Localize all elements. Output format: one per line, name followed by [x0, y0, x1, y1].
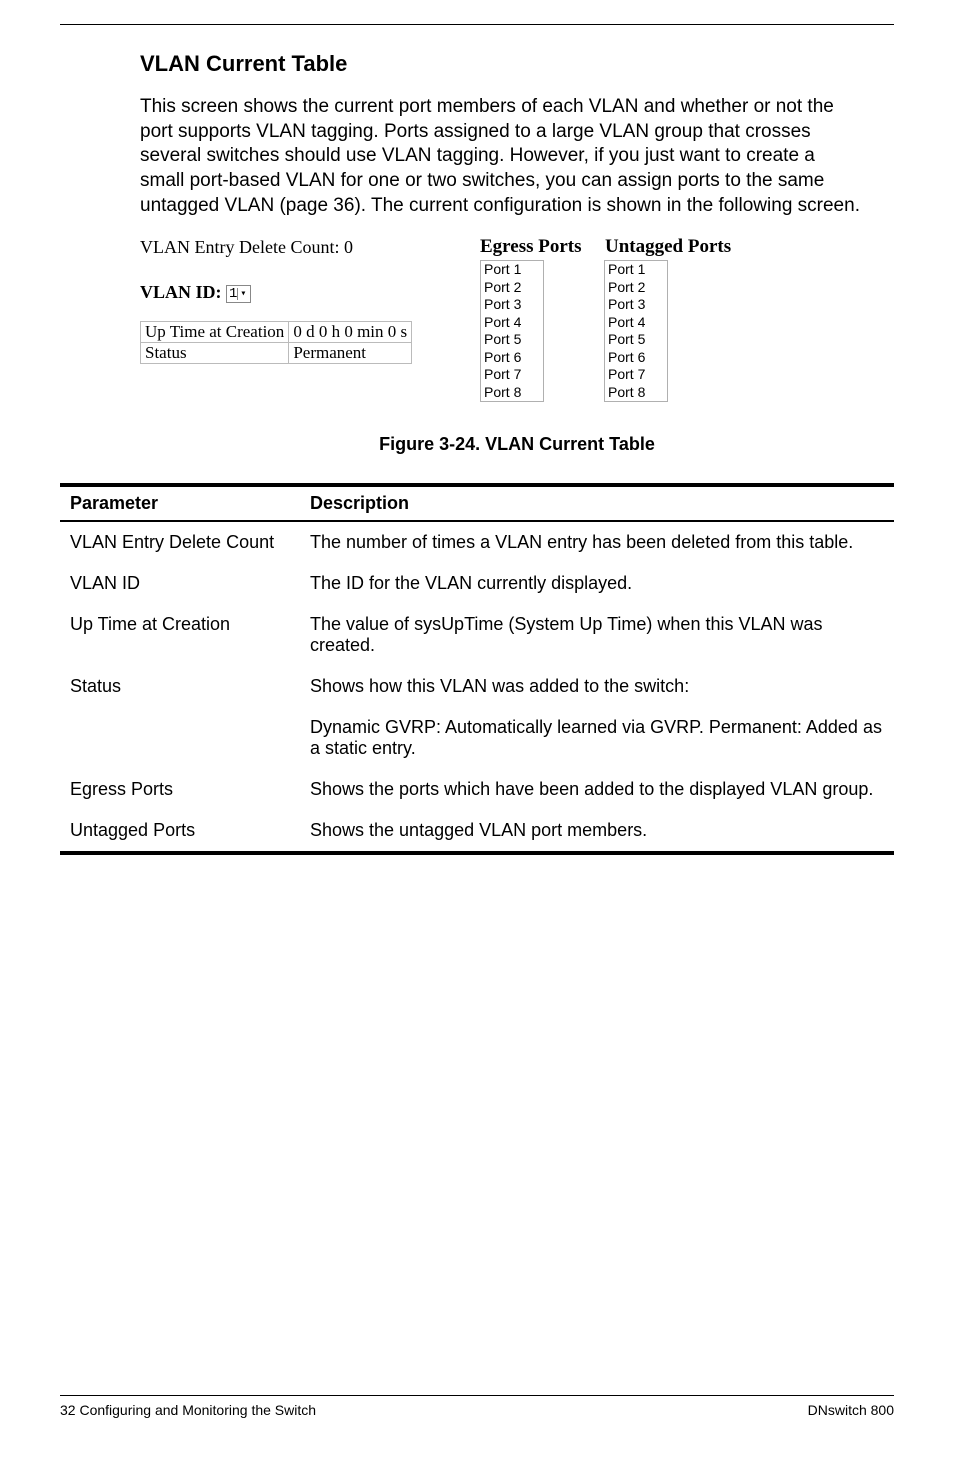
page-top-rule — [60, 24, 894, 25]
param-cell: Untagged Ports — [60, 810, 300, 853]
table-row: Status Shows how this VLAN was added to … — [60, 666, 894, 707]
status-value: Permanent — [289, 343, 412, 364]
table-row: Up Time at Creation The value of sysUpTi… — [60, 604, 894, 666]
desc-cell: Dynamic GVRP: Automatically learned via … — [300, 707, 894, 769]
param-cell: VLAN Entry Delete Count — [60, 521, 300, 563]
list-item: Port 6 — [608, 349, 664, 367]
delete-count-label: VLAN Entry Delete Count: 0 — [140, 237, 480, 258]
uptime-value: 0 d 0 h 0 min 0 s — [289, 322, 412, 343]
vlan-id-label: VLAN ID: — [140, 282, 222, 302]
table-row: Dynamic GVRP: Automatically learned via … — [60, 707, 894, 769]
footer-left: 32 Configuring and Monitoring the Switch — [60, 1402, 316, 1418]
desc-cell: The ID for the VLAN currently displayed. — [300, 563, 894, 604]
list-item: Port 2 — [608, 279, 664, 297]
status-label: Status — [141, 343, 289, 364]
param-cell: VLAN ID — [60, 563, 300, 604]
list-item: Port 2 — [484, 279, 540, 297]
list-item: Port 8 — [484, 384, 540, 402]
uptime-label: Up Time at Creation — [141, 322, 289, 343]
list-item: Port 8 — [608, 384, 664, 402]
table-header-parameter: Parameter — [60, 485, 300, 521]
section-title: VLAN Current Table — [140, 51, 894, 77]
untagged-header: Untagged Ports — [605, 236, 731, 258]
table-row: Egress Ports Shows the ports which have … — [60, 769, 894, 810]
param-cell: Up Time at Creation — [60, 604, 300, 666]
list-item: Port 5 — [608, 331, 664, 349]
figure-caption: Figure 3-24. VLAN Current Table — [140, 434, 894, 455]
page-footer: 32 Configuring and Monitoring the Switch… — [60, 1395, 894, 1418]
param-cell: Status — [60, 666, 300, 707]
desc-cell: Shows the untagged VLAN port members. — [300, 810, 894, 853]
untagged-ports-list[interactable]: Port 1 Port 2 Port 3 Port 4 Port 5 Port … — [604, 260, 668, 402]
list-item: Port 7 — [608, 366, 664, 384]
table-row: VLAN Entry Delete Count The number of ti… — [60, 521, 894, 563]
table-row: VLAN ID The ID for the VLAN currently di… — [60, 563, 894, 604]
egress-ports-list[interactable]: Port 1 Port 2 Port 3 Port 4 Port 5 Port … — [480, 260, 544, 402]
creation-status-table: Up Time at Creation 0 d 0 h 0 min 0 s St… — [140, 321, 412, 364]
list-item: Port 3 — [484, 296, 540, 314]
desc-cell: Shows how this VLAN was added to the swi… — [300, 666, 894, 707]
vlan-id-value: 1 — [229, 286, 237, 302]
table-header-description: Description — [300, 485, 894, 521]
table-row: Untagged Ports Shows the untagged VLAN p… — [60, 810, 894, 853]
list-item: Port 3 — [608, 296, 664, 314]
desc-cell: The number of times a VLAN entry has bee… — [300, 521, 894, 563]
list-item: Port 4 — [608, 314, 664, 332]
desc-cell: The value of sysUpTime (System Up Time) … — [300, 604, 894, 666]
parameter-table: Parameter Description VLAN Entry Delete … — [60, 483, 894, 855]
footer-right: DNswitch 800 — [808, 1402, 894, 1418]
intro-paragraph: This screen shows the current port membe… — [140, 95, 860, 218]
list-item: Port 7 — [484, 366, 540, 384]
egress-header: Egress Ports — [480, 236, 605, 258]
param-cell — [60, 707, 300, 769]
list-item: Port 4 — [484, 314, 540, 332]
list-item: Port 5 — [484, 331, 540, 349]
chevron-down-icon: ▾ — [237, 288, 248, 300]
desc-cell: Shows the ports which have been added to… — [300, 769, 894, 810]
param-cell: Egress Ports — [60, 769, 300, 810]
screenshot-area: VLAN Entry Delete Count: 0 Egress Ports … — [140, 236, 894, 402]
vlan-id-select[interactable]: 1▾ — [226, 285, 251, 303]
list-item: Port 6 — [484, 349, 540, 367]
list-item: Port 1 — [608, 261, 664, 279]
list-item: Port 1 — [484, 261, 540, 279]
